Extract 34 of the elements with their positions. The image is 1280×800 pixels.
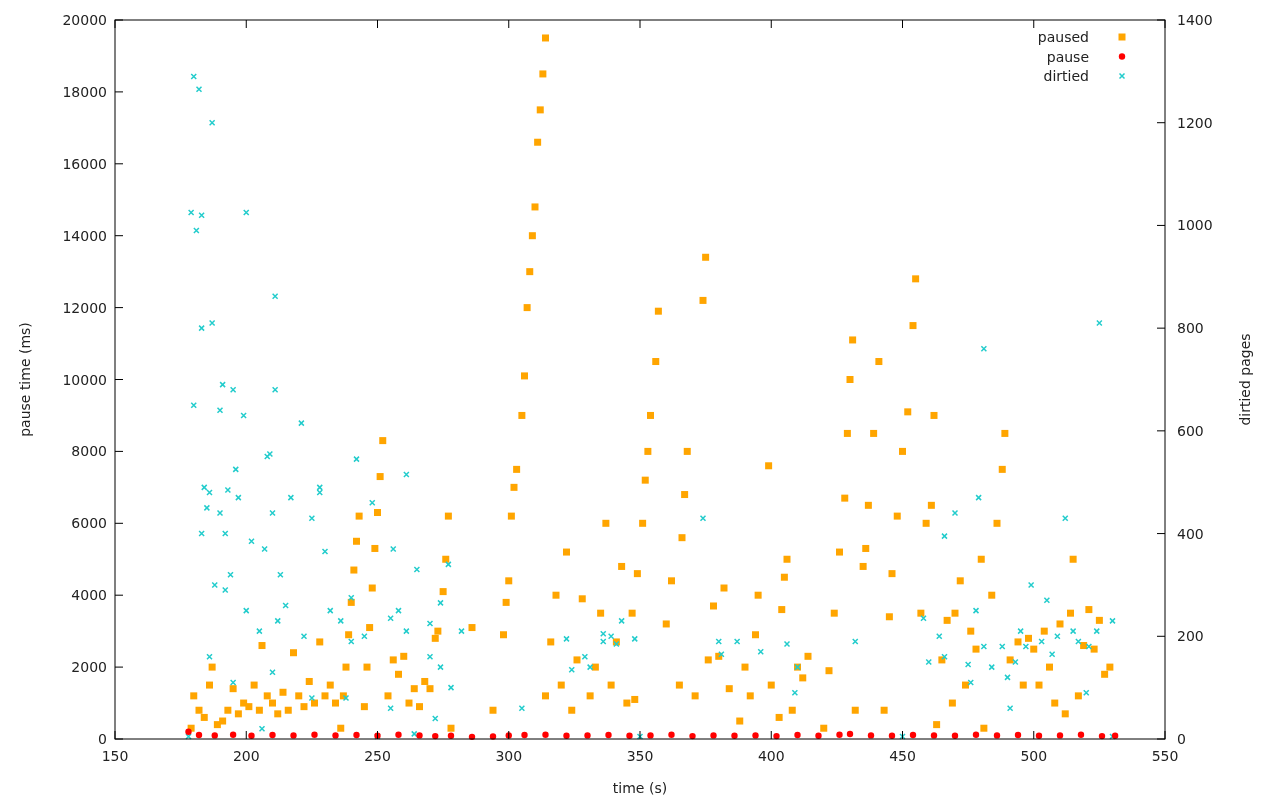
legend-label: paused (1037, 29, 1089, 45)
y2-tick-label: 0 (1177, 731, 1186, 747)
y-tick-label: 20000 (62, 12, 107, 28)
y-tick-label: 12000 (62, 299, 107, 316)
x-tick-label: 150 (101, 748, 129, 764)
y-tick-label: 0 (98, 731, 107, 747)
y2-tick-label: 1000 (1177, 217, 1213, 234)
legend-label: dirtied (1043, 68, 1089, 84)
x-tick-label: 450 (889, 748, 916, 764)
y2-tick-label: 1200 (1177, 114, 1213, 131)
y2-tick-label: 400 (1177, 525, 1204, 542)
x-axis-title: time (s) (612, 780, 668, 796)
y2-tick-label: 600 (1177, 422, 1204, 439)
y-axis-title: pause time (ms) (17, 322, 33, 437)
y-tick-label: 16000 (62, 155, 107, 172)
x-tick-label: 500 (1020, 748, 1048, 764)
y2-axis-title: dirtied pages (1237, 333, 1253, 426)
y2-tick-label: 1400 (1177, 12, 1213, 28)
y-tick-label: 18000 (62, 83, 107, 100)
y-tick-label: 10000 (62, 371, 107, 388)
x-tick-label: 400 (757, 748, 785, 764)
y-tick-label: 8000 (71, 443, 107, 460)
y-tick-label: 14000 (62, 227, 107, 244)
y2-tick-label: 800 (1177, 320, 1204, 337)
y-tick-label: 6000 (71, 515, 107, 532)
y-tick-label: 2000 (71, 659, 107, 676)
y-tick-label: 4000 (71, 587, 107, 604)
x-tick-label: 200 (232, 748, 260, 764)
x-tick-label: 550 (1151, 748, 1179, 764)
x-tick-label: 250 (364, 748, 391, 764)
legend-label: pause (1046, 48, 1089, 65)
y2-tick-label: 200 (1177, 628, 1204, 645)
x-tick-label: 350 (626, 748, 654, 764)
x-tick-label: 300 (495, 748, 523, 764)
